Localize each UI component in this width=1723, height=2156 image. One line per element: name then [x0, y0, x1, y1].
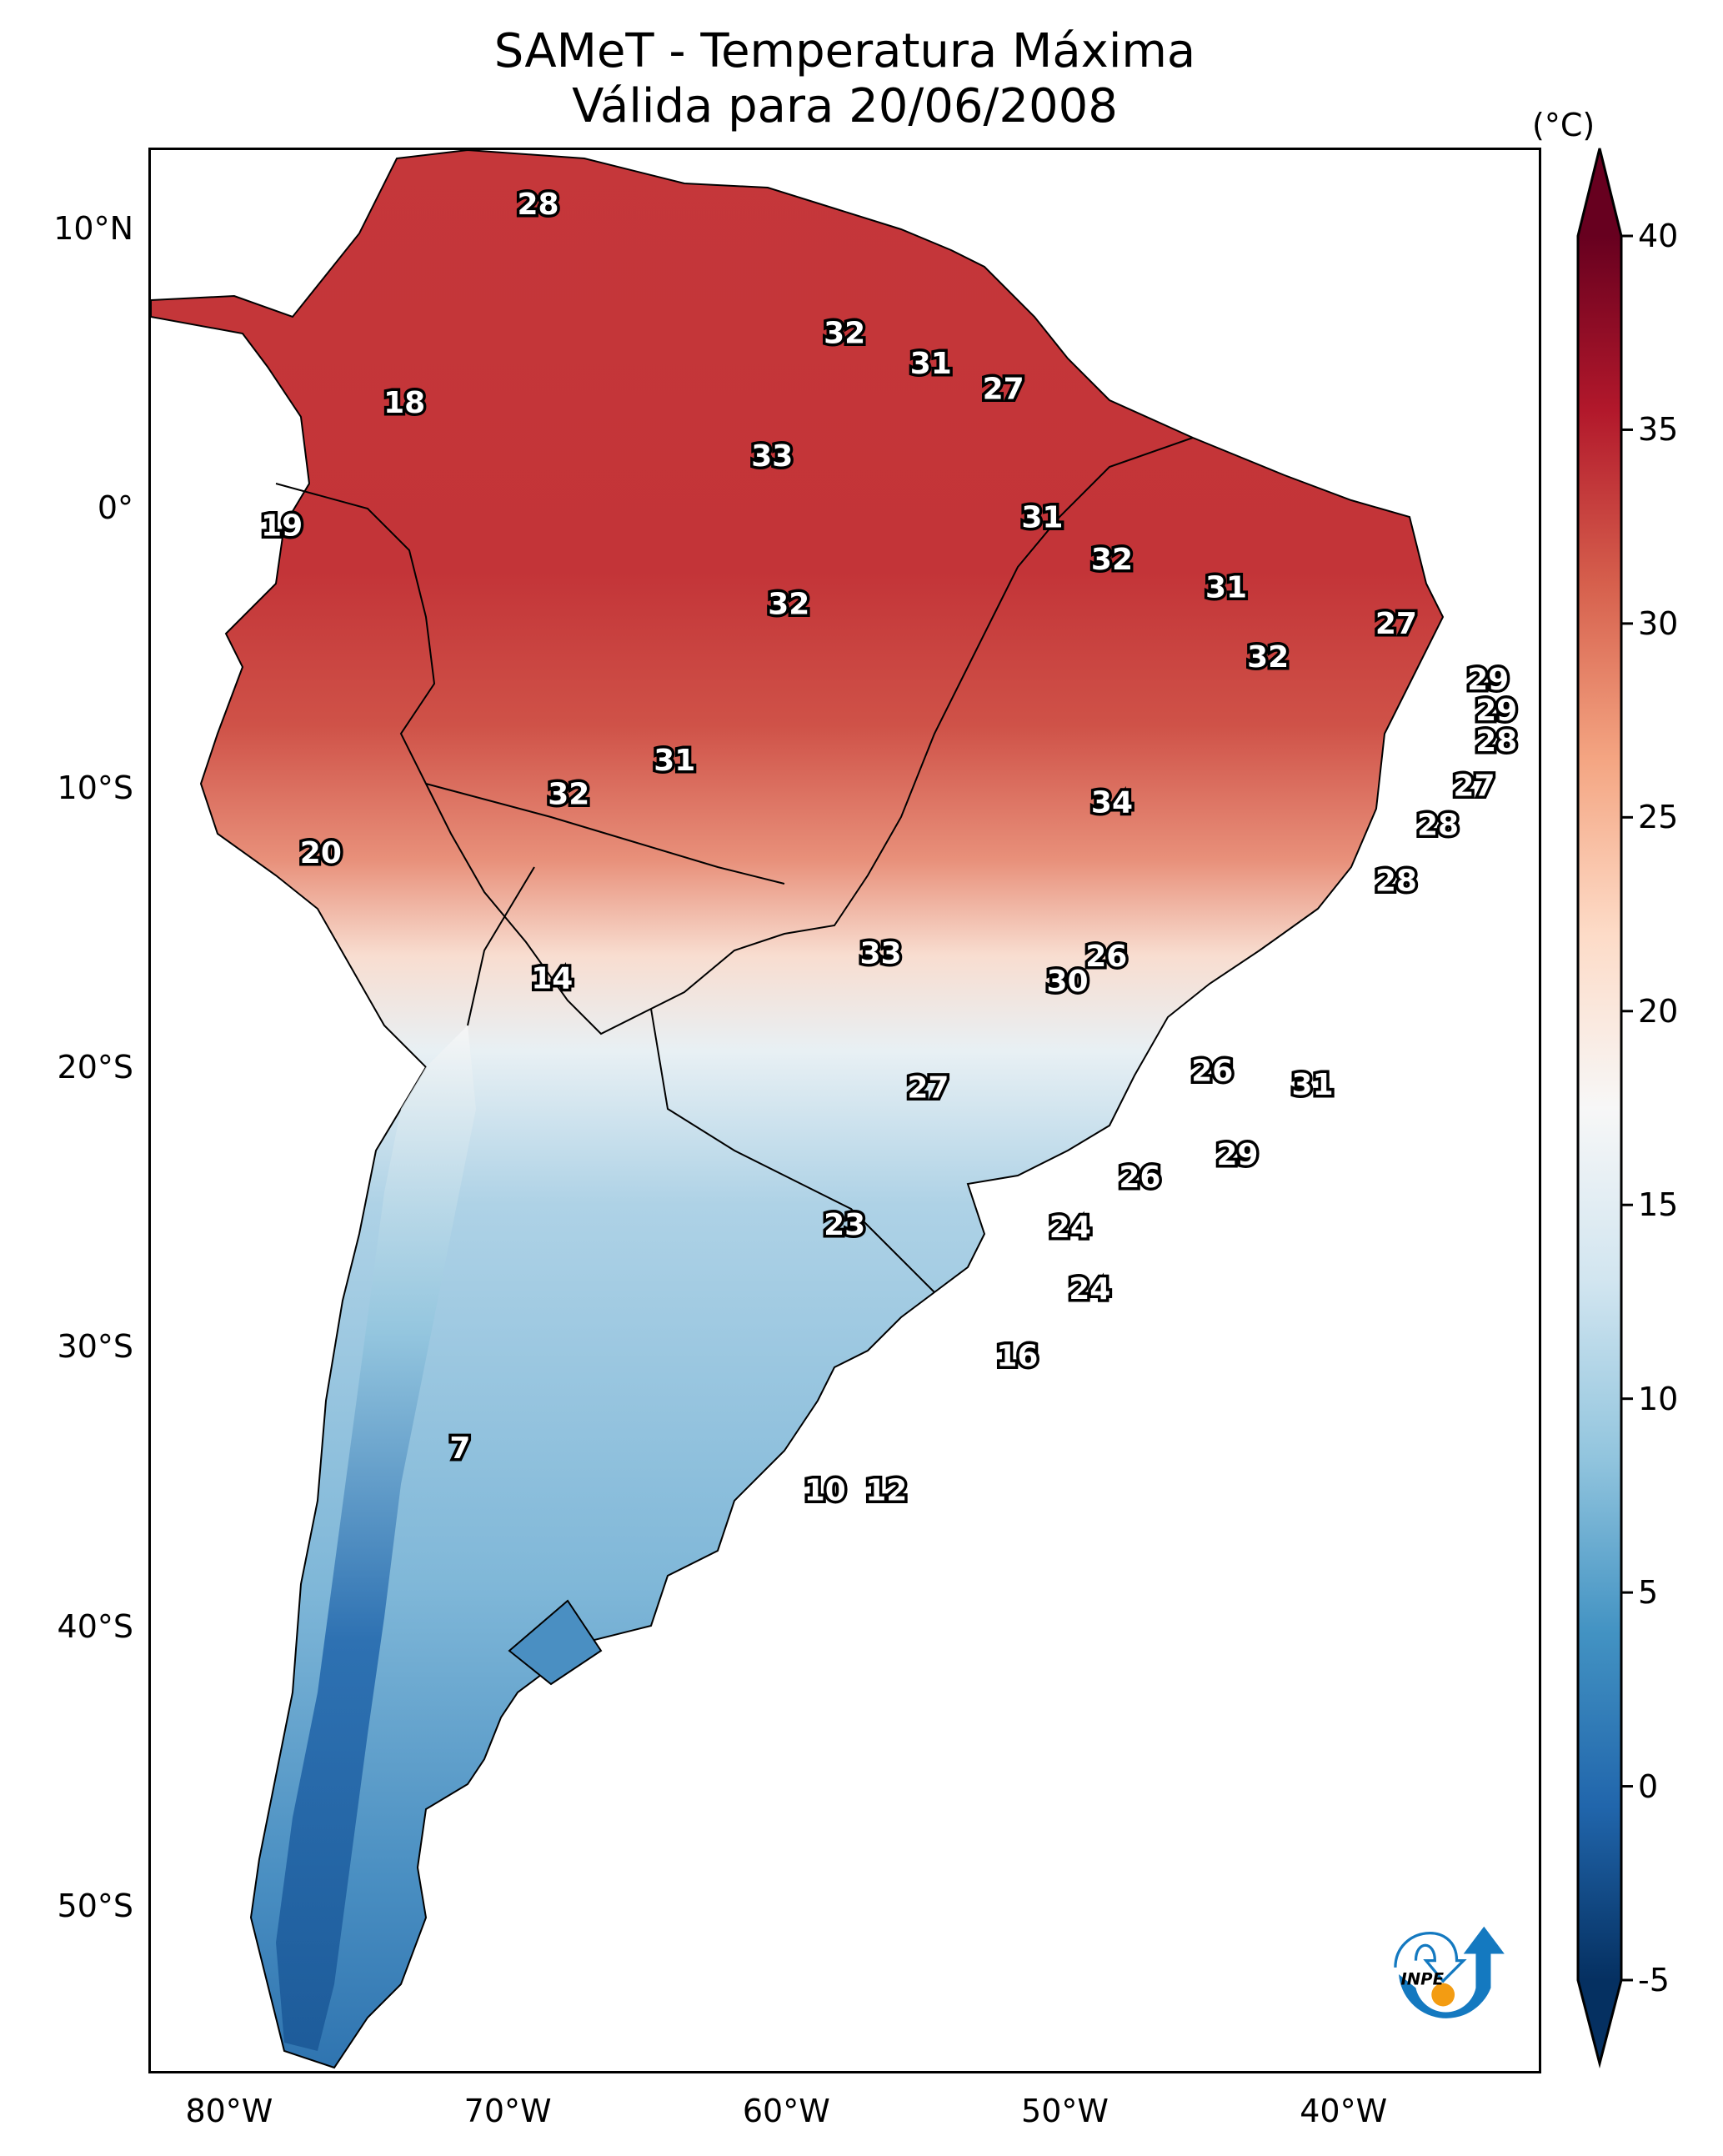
colorbar-extend-min — [1578, 1980, 1621, 2063]
station-label: 20 — [300, 836, 342, 870]
colorbar-tick-label: 35 — [1638, 411, 1679, 449]
station-label: 33 — [751, 439, 793, 474]
station-label: 24 — [1049, 1211, 1091, 1245]
station-label: 34 — [1091, 786, 1133, 820]
station-label: 28 — [1375, 864, 1417, 898]
station-label: 32 — [824, 316, 865, 350]
colorbar-tick-label: 20 — [1638, 992, 1679, 1030]
station-label: 24 — [1069, 1272, 1110, 1306]
station-label: 16 — [996, 1339, 1038, 1373]
x-tick-label: 60°W — [742, 2093, 830, 2129]
y-tick-label: 10°N — [53, 210, 133, 248]
station-label: 7 — [449, 1431, 470, 1466]
station-label: 28 — [1475, 725, 1517, 759]
station-label: 32 — [768, 587, 809, 621]
colorbar-tick-label: 40 — [1638, 218, 1679, 254]
colorbar-tick-label: 30 — [1638, 604, 1679, 642]
station-label: 10 — [804, 1473, 846, 1507]
inpe-logo-icon: INPE — [1394, 1926, 1505, 2018]
country-borders — [275, 437, 1194, 1293]
station-label: 27 — [1453, 769, 1495, 803]
station-label: 26 — [1085, 940, 1127, 974]
station-label: 30 — [1046, 965, 1088, 999]
station-label: 28 — [1417, 808, 1459, 842]
andes-cold-band — [276, 1025, 476, 2051]
station-label: 32 — [548, 777, 589, 811]
station-label: 12 — [865, 1473, 907, 1507]
station-label: 26 — [1119, 1161, 1160, 1195]
colorbar-tick-label: 0 — [1638, 1767, 1659, 1805]
x-tick-label: 50°W — [1021, 2093, 1109, 2129]
colorbar-tick-label: 15 — [1638, 1186, 1679, 1224]
station-label: 23 — [824, 1208, 865, 1242]
colorbar-gradient — [1578, 236, 1621, 1980]
station-label: 14 — [531, 962, 573, 996]
x-tick-label: 40°W — [1300, 2093, 1388, 2129]
colorbar-tick-label: 5 — [1638, 1574, 1659, 1612]
station-label: 27 — [907, 1071, 949, 1106]
colorbar — [1576, 148, 1633, 2068]
y-tick-label: 0° — [97, 489, 133, 527]
station-label: 31 — [1021, 501, 1063, 535]
x-tick-label: 80°W — [185, 2093, 273, 2129]
x-tick-label: 70°W — [463, 2093, 552, 2129]
station-label: 31 — [910, 347, 952, 381]
station-label: 29 — [1475, 694, 1517, 728]
station-label: 29 — [1467, 663, 1509, 697]
station-label: 26 — [1191, 1054, 1233, 1088]
station-label: 31 — [1292, 1068, 1334, 1102]
colorbar-tick-label: -5 — [1638, 1962, 1670, 1998]
y-tick-label: 20°S — [57, 1049, 133, 1086]
land-fill — [151, 150, 1445, 2069]
falklands-islands — [508, 1599, 603, 1686]
inpe-logo: INPE — [1361, 1912, 1511, 2040]
y-tick-label: 40°S — [57, 1607, 133, 1645]
map-plot-area: 28 32 31 27 18 33 19 31 32 31 32 27 32 29 29 28 31 27 32 34… — [148, 148, 1541, 2073]
station-label: 31 — [654, 744, 695, 778]
colorbar-tick-label: 10 — [1638, 1380, 1679, 1417]
station-label: 27 — [1375, 607, 1417, 641]
station-label: 32 — [1091, 543, 1133, 577]
station-label: 27 — [983, 372, 1024, 406]
station-label: 32 — [1247, 640, 1289, 674]
colorbar-unit-label: (°C) — [1532, 107, 1595, 143]
station-label: 28 — [517, 188, 558, 222]
y-tick-label: 10°S — [57, 769, 133, 806]
chart-title: SAMeT - Temperatura Máxima — [493, 24, 1196, 78]
inpe-logo-text: INPE — [1400, 1969, 1444, 1988]
y-tick-label: 30°S — [57, 1328, 133, 1366]
station-label: 31 — [1205, 570, 1247, 604]
station-label: 18 — [383, 386, 425, 420]
station-label: 29 — [1216, 1138, 1258, 1172]
station-label: 19 — [261, 509, 303, 544]
station-label: 33 — [860, 937, 902, 971]
y-tick-label: 50°S — [57, 1887, 133, 1924]
chart-subtitle: Válida para 20/06/2008 — [572, 79, 1118, 133]
colorbar-tick-label: 25 — [1638, 799, 1679, 836]
colorbar-extend-max — [1578, 148, 1621, 236]
south-america-landmass — [151, 150, 1445, 2069]
